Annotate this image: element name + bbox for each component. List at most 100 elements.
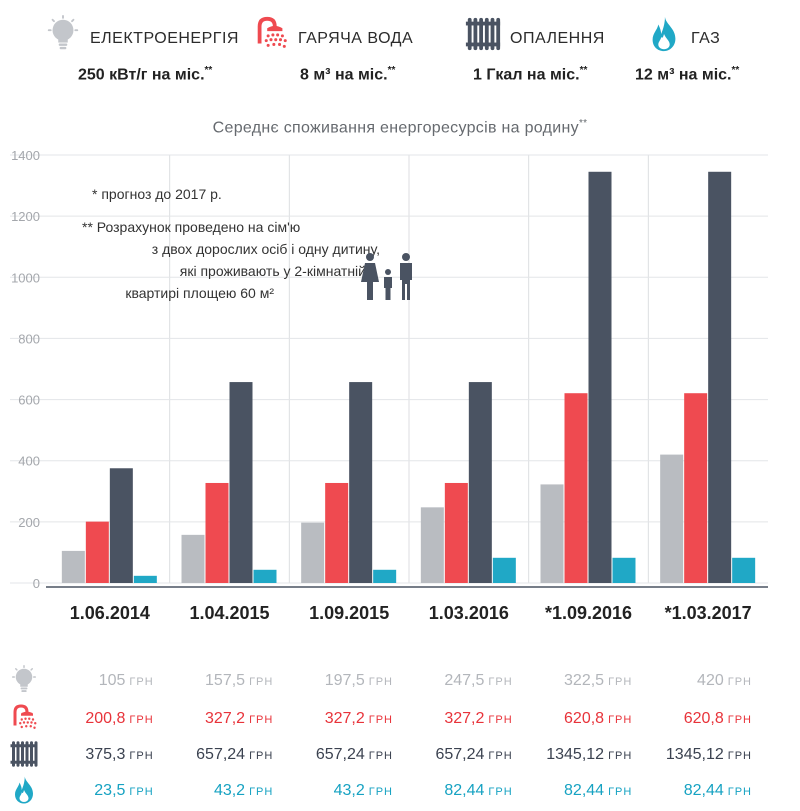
currency-unit: ГРН [129, 676, 154, 688]
y-tick-label: 1000 [11, 270, 40, 285]
cost-value: 657,24 [315, 746, 365, 763]
currency-unit: ГРН [368, 750, 393, 762]
bar [133, 575, 157, 583]
legend-value-heating: 1 Гкал на міс.** [473, 65, 588, 84]
bar [205, 482, 229, 583]
cost-value: 327,2 [205, 710, 246, 727]
currency-unit: ГРН [608, 676, 633, 688]
cost-cell: 1345,12 ГРН [642, 746, 752, 764]
x-tick-label: *1.09.2016 [545, 603, 632, 623]
calc-note-line3: які проживають у 2-кімнатній [179, 263, 366, 279]
cost-row: 23,5 ГРН 43,2 ГРН 43,2 ГРН 82,44 ГРН 82,44 ГРН 82,… [0, 770, 800, 806]
bar [708, 171, 732, 584]
currency-unit: ГРН [608, 714, 633, 726]
bar [420, 507, 444, 583]
cost-cell: 420 ГРН [642, 672, 752, 690]
bar [468, 382, 492, 583]
cost-value: 657,24 [196, 746, 246, 763]
currency-unit: ГРН [249, 786, 274, 798]
cost-row: 375,3 ГРН 657,24 ГРН 657,24 ГРН 657,24 ГРН 1345,… [0, 734, 800, 770]
cost-cell: 43,2 ГРН [283, 782, 393, 800]
currency-unit: ГРН [488, 786, 513, 798]
calc-note-line1: ** Розрахунок проведено на сім'ю [82, 219, 301, 235]
calc-note-line4: квартирі площею 60 м² [125, 285, 274, 301]
cost-cell: 327,2 ГРН [283, 710, 393, 728]
bar [732, 557, 756, 583]
cost-cell: 157,5 ГРН [163, 672, 273, 690]
cost-cell: 327,2 ГРН [163, 710, 273, 728]
bar [349, 382, 373, 583]
cost-value: 43,2 [213, 782, 246, 799]
x-tick-label: 1.03.2016 [429, 603, 509, 623]
bar [229, 382, 253, 583]
currency-unit: ГРН [727, 750, 752, 762]
currency-unit: ГРН [727, 714, 752, 726]
lightbulb-icon [8, 665, 40, 695]
bar [444, 482, 468, 583]
cost-value: 200,8 [85, 710, 126, 727]
cost-cell: 23,5 ГРН [44, 782, 154, 800]
cost-value: 375,3 [85, 746, 126, 763]
bar [85, 521, 109, 583]
cost-cell: 322,5 ГРН [522, 672, 632, 690]
bar [612, 557, 636, 583]
cost-cell: 200,8 ГРН [44, 710, 154, 728]
currency-unit: ГРН [249, 714, 274, 726]
cost-cell: 105 ГРН [44, 672, 154, 690]
currency-unit: ГРН [608, 786, 633, 798]
cost-cell: 1345,12 ГРН [522, 746, 632, 764]
chart-title: Середнє споживання енергоресурсів на род… [212, 118, 588, 137]
currency-unit: ГРН [249, 750, 274, 762]
legend-label-electricity: ЕЛЕКТРОЕНЕРГІЯ [90, 30, 239, 47]
cost-cell: 43,2 ГРН [163, 782, 273, 800]
bar [540, 484, 564, 583]
currency-unit: ГРН [368, 714, 393, 726]
bar [181, 534, 205, 583]
y-tick-label: 200 [18, 515, 40, 530]
bar [660, 454, 684, 583]
bar [684, 393, 708, 583]
cost-value: 105 [98, 672, 126, 689]
currency-unit: ГРН [368, 786, 393, 798]
y-tick-label: 0 [33, 576, 40, 591]
cost-cell: 657,24 ГРН [283, 746, 393, 764]
bar [325, 482, 349, 583]
cost-value: 1345,12 [546, 746, 605, 763]
currency-unit: ГРН [129, 750, 154, 762]
currency-unit: ГРН [129, 786, 154, 798]
cost-value: 157,5 [205, 672, 246, 689]
cost-value: 620,8 [683, 710, 724, 727]
cost-cell: 620,8 ГРН [642, 710, 752, 728]
bar [253, 569, 277, 583]
cost-cell: 247,5 ГРН [403, 672, 513, 690]
x-tick-label: 1.04.2015 [189, 603, 269, 623]
legend-value-electricity: 250 кВт/г на міс.** [78, 65, 213, 84]
cost-cell: 657,24 ГРН [403, 746, 513, 764]
bar [61, 550, 85, 583]
cost-cell: 82,44 ГРН [403, 782, 513, 800]
bar [109, 468, 133, 583]
bar [564, 393, 588, 583]
cost-cell: 197,5 ГРН [283, 672, 393, 690]
currency-unit: ГРН [727, 676, 752, 688]
cost-cell: 327,2 ГРН [403, 710, 513, 728]
y-tick-label: 1200 [11, 209, 40, 224]
cost-value: 322,5 [564, 672, 605, 689]
bar [588, 171, 612, 584]
cost-value: 327,2 [324, 710, 365, 727]
chart-legend: ЕЛЕКТРОЕНЕРГІЯ 250 кВт/г на міс.** ГАРЯЧ… [0, 0, 800, 96]
shower-icon [8, 703, 40, 733]
family-icon [356, 252, 420, 302]
y-tick-label: 1400 [11, 148, 40, 163]
currency-unit: ГРН [488, 714, 513, 726]
forecast-note: * прогноз до 2017 р. [92, 186, 222, 202]
bar-chart: 0 200 400 600 800 1000 1200 1400 1.06.2014 1.04.2… [10, 148, 768, 623]
radiator-icon [8, 739, 40, 769]
cost-value: 82,44 [683, 782, 724, 799]
x-tick-label: 1.06.2014 [70, 603, 150, 623]
currency-unit: ГРН [608, 750, 633, 762]
cost-row: 105 ГРН 157,5 ГРН 197,5 ГРН 247,5 ГРН 322,5 ГРН 42… [0, 660, 800, 696]
currency-unit: ГРН [129, 714, 154, 726]
cost-cell: 375,3 ГРН [44, 746, 154, 764]
currency-unit: ГРН [368, 676, 393, 688]
